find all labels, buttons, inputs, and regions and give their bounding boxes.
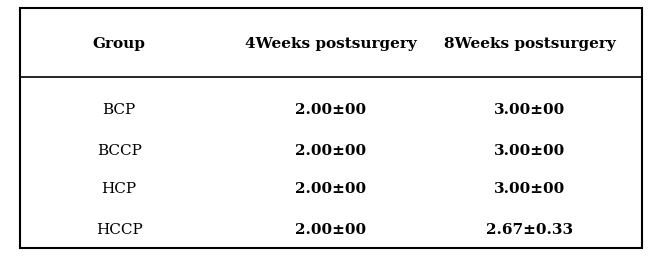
- Text: 3.00±00: 3.00±00: [494, 183, 565, 196]
- Text: HCCP: HCCP: [96, 223, 142, 237]
- Text: BCP: BCP: [103, 103, 136, 117]
- Text: 2.00±00: 2.00±00: [295, 103, 367, 117]
- Text: 8Weeks postsurgery: 8Weeks postsurgery: [444, 37, 616, 50]
- Text: 3.00±00: 3.00±00: [494, 144, 565, 158]
- Text: Group: Group: [93, 37, 146, 50]
- Text: 4Weeks postsurgery: 4Weeks postsurgery: [245, 37, 417, 50]
- Text: 2.00±00: 2.00±00: [295, 144, 367, 158]
- Text: BCCP: BCCP: [97, 144, 142, 158]
- Text: 2.67±0.33: 2.67±0.33: [486, 223, 573, 237]
- Text: 2.00±00: 2.00±00: [295, 183, 367, 196]
- Text: 2.00±00: 2.00±00: [295, 223, 367, 237]
- Text: 3.00±00: 3.00±00: [494, 103, 565, 117]
- Text: HCP: HCP: [101, 183, 137, 196]
